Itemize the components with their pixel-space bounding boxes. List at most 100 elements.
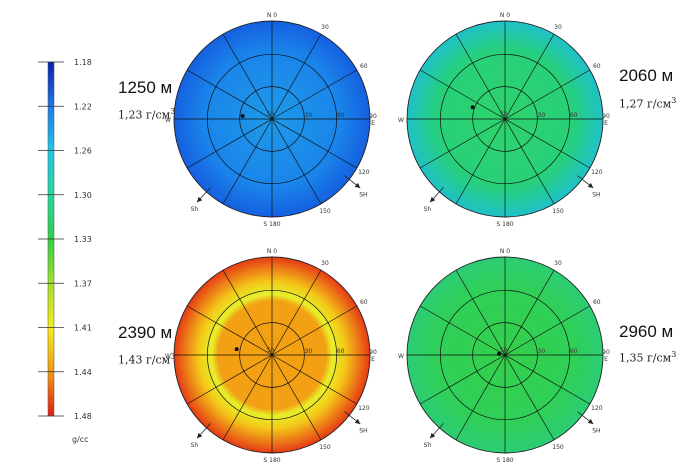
south-label: S 180 (496, 457, 513, 464)
center-label: Sh (500, 111, 508, 118)
inclination-label-60: 60 (337, 112, 345, 119)
azimuth-line (186, 305, 273, 356)
panel-density-2060: 1,27 г/см3 (619, 96, 677, 111)
azimuth-line (419, 305, 506, 356)
azimuth-line (186, 354, 273, 405)
azimuth-line (222, 354, 273, 441)
center-label: Sh (267, 111, 275, 118)
south-label: S 180 (263, 457, 280, 464)
azimuth-line (504, 269, 555, 356)
azimuth-line (504, 118, 555, 205)
azimuth-line (271, 118, 358, 169)
east-label-letter: E (604, 356, 608, 363)
sh-min-label: Sh (191, 442, 199, 449)
sh-max-label: SH (359, 427, 367, 434)
azimuth-label-150: 150 (552, 444, 564, 451)
azimuth-line (186, 118, 273, 169)
borehole-point (470, 105, 475, 110)
colorbar-tick-label: 1.33 (74, 235, 92, 244)
east-label: 90 (602, 113, 610, 120)
inclination-label-60: 60 (570, 112, 578, 119)
panel-depth-2060: 2060 м (619, 66, 674, 85)
inclination-label-60: 60 (570, 348, 578, 355)
azimuth-line (222, 269, 273, 356)
panel-density-2390: 1,43 г/см3 (118, 352, 176, 367)
colorbar-tick-label: 1.48 (74, 412, 92, 421)
north-label: N 0 (500, 12, 510, 19)
north-label: N 0 (500, 248, 510, 255)
center-label: Sh (267, 347, 275, 354)
azimuth-line (271, 305, 358, 356)
sh-max-arrowhead (354, 182, 361, 188)
inclination-label-30: 30 (538, 112, 546, 119)
stereonet-panel: N 0 S 180 90E W 30 60 120 150 30 60 SH Sh Sh (398, 12, 610, 228)
azimuth-line (271, 118, 322, 205)
azimuth-line (504, 118, 591, 169)
inclination-label-30: 30 (305, 348, 313, 355)
borehole-point (234, 347, 239, 352)
stereonet-panel: N 0 S 180 90E W 30 60 120 150 30 60 SH Sh Sh (398, 248, 610, 464)
azimuth-line (504, 354, 555, 441)
sh-max-label: SH (592, 427, 600, 434)
azimuth-line (222, 118, 273, 205)
azimuth-line (222, 33, 273, 120)
sh-max-label: SH (359, 191, 367, 198)
stereonet-panel: N 0 S 180 90E W 30 60 120 150 30 60 SH Sh Sh (165, 12, 377, 228)
sh-min-label: Sh (191, 206, 199, 213)
panel-density-2960: 1,35 г/см3 (619, 350, 677, 365)
center-label: Sh (500, 347, 508, 354)
sh-min-label: Sh (424, 206, 432, 213)
panel-depth-1250: 1250 м (118, 78, 173, 97)
borehole-point (497, 351, 502, 356)
azimuth-line (271, 69, 358, 120)
colorbar-unit: g/cc (72, 435, 89, 444)
inclination-label-60: 60 (337, 348, 345, 355)
azimuth-label-150: 150 (319, 208, 331, 215)
azimuth-line (186, 69, 273, 120)
colorbar-tick-label: 1.30 (74, 191, 92, 200)
azimuth-line (271, 269, 322, 356)
colorbar-tick-label: 1.44 (74, 368, 92, 377)
azimuth-line (271, 354, 358, 405)
sh-max-arrowhead (587, 418, 594, 424)
colorbar-tick-label: 1.22 (74, 102, 92, 111)
azimuth-label-120: 120 (591, 169, 603, 176)
west-label: W (165, 117, 171, 124)
azimuth-label-150: 150 (319, 444, 331, 451)
azimuth-line (271, 354, 322, 441)
east-label: 90 (369, 349, 377, 356)
colorbar-tick-label: 1.37 (74, 279, 92, 288)
azimuth-line (419, 354, 506, 405)
azimuth-line (419, 69, 506, 120)
north-label: N 0 (267, 12, 277, 19)
azimuth-line (455, 269, 506, 356)
colorbar-tick-label: 1.26 (74, 147, 92, 156)
azimuth-line (455, 118, 506, 205)
borehole-point (240, 114, 245, 119)
azimuth-label-30: 30 (554, 260, 562, 267)
azimuth-line (504, 305, 591, 356)
stereonet-panel: N 0 S 180 90E W 30 60 120 150 30 60 SH Sh Sh (165, 248, 377, 464)
panel-density-1250: 1,23 г/см3 (118, 107, 176, 122)
inclination-label-30: 30 (305, 112, 313, 119)
west-label: W (398, 353, 404, 360)
azimuth-line (504, 33, 555, 120)
sh-max-label: SH (592, 191, 600, 198)
azimuth-label-60: 60 (593, 63, 601, 70)
colorbar-ticks: 1.18 1.22 1.26 1.30 1.33 1.37 1.41 1.44 1.48 (38, 58, 92, 421)
east-label-letter: E (371, 120, 375, 127)
azimuth-label-150: 150 (552, 208, 564, 215)
panel-depth-2960: 2960 м (619, 322, 674, 341)
south-label: S 180 (496, 221, 513, 228)
sh-min-label: Sh (424, 442, 432, 449)
south-label: S 180 (263, 221, 280, 228)
east-label: 90 (369, 113, 377, 120)
colorbar-tick-label: 1.18 (74, 58, 92, 67)
colorbar-tick-label: 1.41 (74, 324, 92, 333)
azimuth-label-30: 30 (554, 24, 562, 31)
azimuth-line (504, 69, 591, 120)
sh-max-arrowhead (354, 418, 361, 424)
azimuth-line (455, 354, 506, 441)
